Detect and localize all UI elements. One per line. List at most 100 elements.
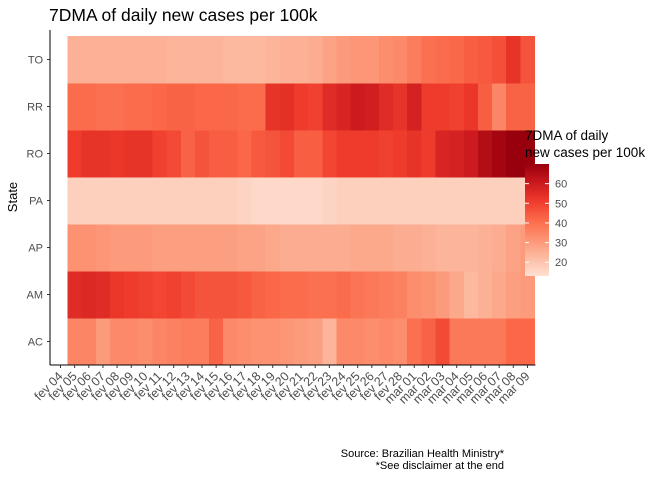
legend-tick-label: 20 (555, 257, 567, 269)
heatmap-cell (152, 177, 168, 225)
heatmap-cell (393, 177, 408, 225)
heatmap-cell (308, 224, 323, 272)
y-tick-label: TO (28, 55, 44, 67)
heatmap-cell (364, 83, 380, 131)
heatmap-cell (124, 318, 139, 366)
heatmap-cell (67, 83, 83, 131)
heatmap-cell (421, 224, 437, 272)
heatmap-cell (110, 318, 125, 366)
heatmap-cell (166, 318, 182, 366)
heatmap-cell (138, 318, 154, 366)
heatmap-cell (237, 271, 253, 319)
heatmap-cell (265, 318, 281, 366)
heatmap-cell (180, 83, 196, 131)
legend-title-line-2: new cases per 100k (525, 145, 646, 160)
heatmap-cell (251, 224, 267, 272)
heatmap-cell (152, 318, 168, 366)
legend-tick-label: 30 (555, 238, 567, 250)
heatmap-cell (124, 130, 139, 178)
heatmap-cell (223, 271, 238, 319)
heatmap-cell (407, 130, 422, 178)
heatmap-cell (322, 224, 338, 272)
heatmap-cell (336, 83, 352, 131)
heatmap-cell (223, 83, 238, 131)
heatmap-cell (435, 271, 451, 319)
heatmap-cell (449, 177, 465, 225)
heatmap-cell (180, 36, 196, 84)
legend: 20 30 40 50 60 (525, 164, 567, 276)
heatmap-cell (209, 83, 224, 131)
heatmap-cell (378, 83, 394, 131)
heatmap-cell (421, 271, 437, 319)
heatmap-cell (223, 224, 238, 272)
heatmap-cell (350, 271, 366, 319)
heatmap-cell (293, 318, 309, 366)
heatmap-cell (393, 83, 408, 131)
heatmap-cell (194, 271, 210, 319)
chart-title: 7DMA of daily new cases per 100k (49, 5, 318, 25)
heatmap-cell (364, 271, 380, 319)
heatmap-cell (81, 224, 97, 272)
heatmap-cell (492, 177, 507, 225)
heatmap-cell (293, 224, 309, 272)
heatmap-cell (393, 271, 408, 319)
heatmap-cell (166, 83, 182, 131)
heatmap-cell (223, 177, 238, 225)
heatmap-cell (67, 271, 83, 319)
heatmap-cell (336, 224, 352, 272)
y-tick-label: AM (27, 290, 44, 302)
heatmap-cell (393, 36, 408, 84)
heatmap-cell (194, 36, 210, 84)
heatmap-cell (124, 177, 139, 225)
heatmap-cell (95, 36, 111, 84)
heatmap-cell (223, 130, 238, 178)
heatmap-cell (124, 224, 139, 272)
heatmap-cell (336, 36, 352, 84)
legend-tick-label: 50 (555, 198, 567, 210)
heatmap-cell (293, 177, 309, 225)
heatmap-cell (407, 177, 422, 225)
heatmap-cell (364, 130, 380, 178)
heatmap-cell (110, 271, 125, 319)
heatmap-cell (265, 130, 281, 178)
heatmap-cell (506, 177, 521, 225)
heatmap-cell (67, 36, 83, 84)
heatmap-cell (492, 271, 507, 319)
heatmap-cell (251, 318, 267, 366)
heatmap-cell (350, 36, 366, 84)
y-tick-label: RR (27, 102, 43, 114)
heatmap-cell (152, 271, 168, 319)
heatmap-cell (81, 318, 97, 366)
heatmap-cell (237, 130, 253, 178)
heatmap-cell (265, 83, 281, 131)
heatmap-cell (407, 318, 422, 366)
heatmap-cell (194, 177, 210, 225)
heatmap-cell (152, 36, 168, 84)
heatmap-cell (463, 83, 479, 131)
heatmap-cell (322, 177, 338, 225)
heatmap-cell (209, 224, 224, 272)
heatmap-cell (194, 130, 210, 178)
heatmap-cell (506, 83, 521, 131)
heatmap-cell (322, 318, 338, 366)
heatmap-cell (520, 36, 536, 84)
heatmap-cell (463, 224, 479, 272)
heatmap-cell (166, 271, 182, 319)
heatmap-cell (520, 83, 536, 131)
heatmap-cell (407, 224, 422, 272)
heatmap-cell (364, 177, 380, 225)
heatmap-cell (138, 271, 154, 319)
legend-title-line-1: 7DMA of daily (525, 128, 609, 143)
heatmap-cell (293, 36, 309, 84)
heatmap-cell (81, 271, 97, 319)
heatmap-cell (378, 318, 394, 366)
heatmap-cell (124, 36, 139, 84)
heatmap-cell (223, 318, 238, 366)
heatmap-cell (378, 36, 394, 84)
y-tick-label: PA (29, 196, 44, 208)
heatmap-cell (152, 130, 168, 178)
heatmap-cell (110, 36, 125, 84)
heatmap-cell (477, 318, 493, 366)
heatmap-cell (477, 271, 493, 319)
